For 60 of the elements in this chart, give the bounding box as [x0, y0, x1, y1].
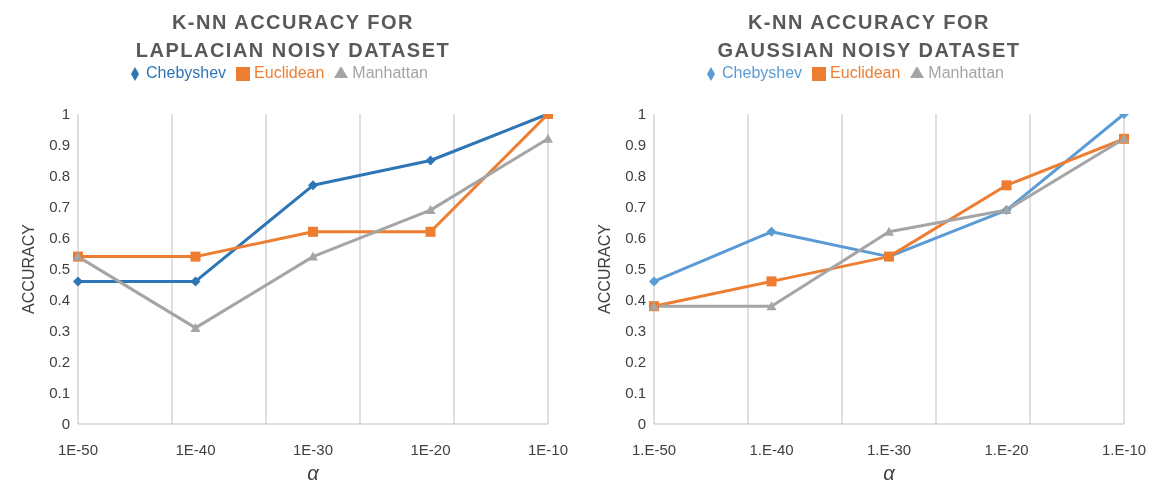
x-tick-label: 1.E-20: [984, 440, 1029, 458]
y-tick-label: 0: [637, 415, 646, 433]
y-tick-label: 0.3: [49, 322, 70, 340]
y-tick-label: 1: [637, 105, 646, 123]
point: [308, 251, 318, 261]
point: [425, 155, 436, 166]
x-tick-label: 1E-50: [57, 440, 99, 458]
chart-title: K-NN ACCURACY FOR LAPLACIAN NOISY DATASET: [134, 10, 452, 63]
y-tick-label: 0.5: [625, 260, 646, 278]
legend-label: Chebyshev: [146, 64, 227, 81]
y-tick-label: 0.9: [625, 136, 646, 154]
x-tick-label: 1E-20: [410, 440, 451, 458]
x-axis-title: α: [883, 462, 896, 484]
point: [766, 276, 777, 287]
chart-title: K-NN ACCURACY FOR GAUSSIAN NOISY DATASET: [716, 10, 1022, 63]
legend-label: Manhattan: [928, 64, 1004, 81]
x-tick-label: 1.E-40: [749, 440, 794, 458]
y-tick-label: 0.8: [625, 167, 646, 185]
point: [308, 180, 318, 191]
legend-label: Euclidean: [830, 64, 901, 81]
legend-label: Chebyshev: [722, 64, 803, 81]
y-tick-label: 0.8: [49, 167, 70, 185]
point: [425, 205, 436, 215]
x-tick-label: 1.E-50: [631, 440, 677, 458]
y-tick-label: 0.4: [49, 291, 70, 309]
y-tick-label: 0.3: [625, 322, 646, 340]
x-tick-label: 1E-30: [292, 440, 334, 458]
y-tick-label: 0.1: [625, 384, 646, 402]
y-tick-label: 0: [61, 415, 70, 433]
point: [190, 322, 201, 332]
point: [308, 226, 318, 237]
legend-label: Manhattan: [352, 64, 428, 81]
point: [190, 251, 201, 262]
y-tick-label: 0.1: [49, 384, 70, 402]
x-axis-title: α: [307, 462, 320, 484]
y-tick-label: 0.7: [625, 198, 646, 216]
x-tick-label: 1E-40: [175, 440, 216, 458]
point: [649, 276, 659, 287]
x-tick-label: 1.E-10: [1101, 440, 1147, 458]
point: [884, 226, 894, 236]
y-tick-label: 1: [61, 105, 70, 123]
point: [766, 226, 777, 237]
point: [766, 301, 777, 311]
legend-label: Euclidean: [254, 64, 325, 81]
y-tick-label: 0.6: [625, 229, 646, 247]
y-tick-label: 0.2: [625, 353, 646, 371]
y-axis-title: ACCURACY: [595, 223, 613, 314]
y-tick-label: 0.2: [49, 353, 70, 371]
y-tick-label: 0.9: [49, 136, 70, 154]
x-tick-label: 1.E-30: [866, 440, 912, 458]
y-tick-label: 0.5: [49, 260, 70, 278]
x-tick-label: 1E-10: [527, 440, 569, 458]
point: [425, 226, 436, 237]
y-tick-label: 0.4: [625, 291, 646, 309]
point: [1001, 180, 1012, 191]
y-axis-title: ACCURACY: [19, 223, 37, 314]
point: [73, 276, 83, 287]
y-tick-label: 0.7: [49, 198, 70, 216]
point: [543, 133, 553, 143]
y-tick-label: 0.6: [49, 229, 70, 247]
